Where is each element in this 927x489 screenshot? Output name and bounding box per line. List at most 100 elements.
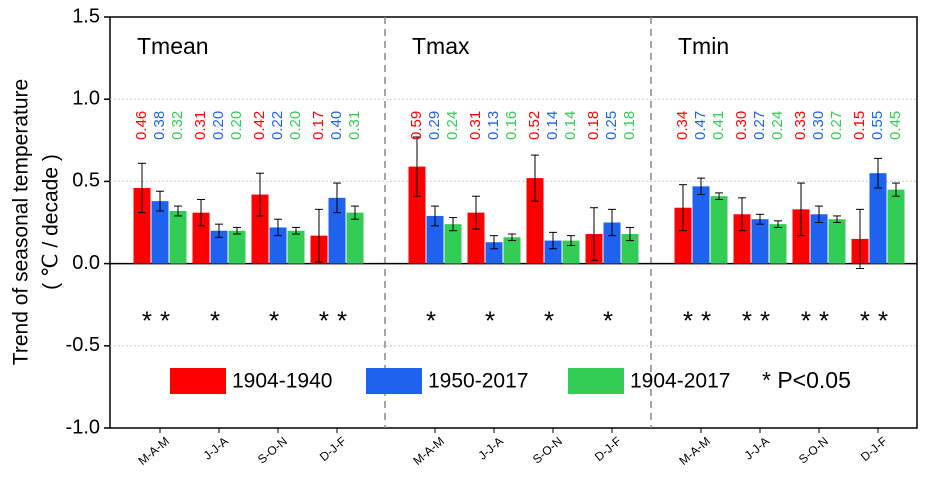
value-label: 0.24: [444, 111, 461, 140]
bar: [710, 196, 728, 264]
value-label: 0.47: [692, 111, 709, 140]
bar: [621, 234, 639, 264]
bar: [603, 222, 621, 264]
y-tick-label: 0.5: [72, 170, 100, 192]
value-label: 0.24: [769, 111, 786, 140]
bar: [769, 224, 787, 264]
value-label: 0.41: [710, 111, 727, 140]
value-label: 0.31: [192, 111, 209, 140]
significance-mark: **: [319, 306, 355, 336]
value-label: 0.40: [328, 111, 345, 140]
bar: [544, 240, 562, 264]
y-tick-label: -0.5: [66, 334, 100, 356]
bar: [133, 187, 151, 264]
y-tick-label: 1.0: [72, 87, 100, 109]
bar: [251, 194, 269, 264]
x-tick-label: D-J-F: [858, 434, 890, 464]
x-tick-label: M-A-M: [676, 434, 713, 468]
bar: [328, 197, 346, 264]
value-label: 0.22: [269, 111, 286, 140]
value-label: 0.14: [544, 111, 561, 140]
value-label: 0.52: [526, 111, 543, 140]
value-label: 0.20: [210, 111, 227, 140]
x-tick-label: M-A-M: [410, 434, 447, 468]
bar: [810, 214, 828, 264]
bar: [408, 166, 426, 264]
significance-mark: *: [544, 306, 562, 336]
value-label: 0.20: [228, 111, 245, 140]
x-tick-label: D-J-F: [317, 434, 349, 464]
significance-mark: **: [801, 306, 837, 336]
significance-mark: **: [742, 306, 778, 336]
bar: [192, 212, 210, 264]
x-tick-label: S-O-N: [796, 434, 831, 467]
significance-mark: **: [860, 306, 896, 336]
significance-mark: *: [485, 306, 503, 336]
legend-swatch: [568, 368, 624, 394]
y-tick-label: 0.0: [72, 252, 100, 274]
panel-title: Tmean: [137, 33, 209, 59]
value-label: 0.55: [869, 111, 886, 140]
y-axis-title: Trend of seasonal temperature: [10, 79, 33, 365]
value-label: 0.18: [621, 111, 638, 140]
value-label: 0.13: [485, 111, 502, 140]
bar: [751, 219, 769, 264]
bar: [828, 219, 846, 264]
x-tick-label: D-J-F: [592, 434, 624, 464]
x-tick-label: M-A-M: [135, 434, 172, 468]
significance-mark: **: [683, 306, 719, 336]
value-label: 0.27: [828, 111, 845, 140]
value-label: 0.17: [310, 111, 327, 140]
bar: [346, 212, 364, 264]
value-label: 0.29: [426, 111, 443, 140]
bar: [674, 207, 692, 264]
bar: [792, 209, 810, 264]
legend-swatch: [170, 368, 226, 394]
x-tick-label: J-J-A: [742, 434, 772, 463]
significance-mark: *: [603, 306, 621, 336]
x-tick-label: J-J-A: [201, 434, 231, 463]
bar: [562, 240, 580, 264]
value-label: 0.42: [251, 111, 268, 140]
legend-swatch: [366, 368, 422, 394]
y-axis-title: ( ℃ / decade ): [40, 154, 63, 290]
panel-title: Tmin: [678, 33, 729, 59]
bar: [287, 230, 305, 264]
bar: [467, 212, 485, 264]
panel-title: Tmax: [412, 33, 470, 59]
value-label: 0.30: [810, 111, 827, 140]
bar: [869, 173, 887, 264]
bar: [692, 186, 710, 264]
bar: [269, 227, 287, 264]
value-label: 0.27: [751, 111, 768, 140]
bar: [426, 215, 444, 264]
value-label: 0.38: [151, 111, 168, 140]
bar: [887, 189, 905, 264]
y-tick-label: 1.5: [72, 5, 100, 27]
bar: [169, 210, 187, 264]
significance-mark: *: [269, 306, 287, 336]
bar: [228, 230, 246, 264]
value-label: 0.32: [169, 111, 186, 140]
value-label: 0.25: [603, 111, 620, 140]
bar: [444, 224, 462, 264]
value-label: 0.31: [467, 111, 484, 140]
bar: [526, 178, 544, 264]
value-label: 0.30: [733, 111, 750, 140]
value-label: 0.14: [562, 111, 579, 140]
legend-label: 1904-2017: [630, 370, 730, 393]
value-label: 0.20: [287, 111, 304, 140]
x-tick-label: S-O-N: [530, 434, 565, 467]
value-label: 0.59: [408, 111, 425, 140]
value-label: 0.33: [792, 111, 809, 140]
value-label: 0.18: [585, 111, 602, 140]
value-label: 0.16: [503, 111, 520, 140]
significance-mark: *: [210, 306, 228, 336]
bar: [210, 230, 228, 264]
value-label: 0.15: [851, 111, 868, 140]
bar: [733, 214, 751, 264]
value-label: 0.31: [346, 111, 363, 140]
value-label: 0.46: [133, 111, 150, 140]
legend-note: * P<0.05: [762, 367, 851, 393]
